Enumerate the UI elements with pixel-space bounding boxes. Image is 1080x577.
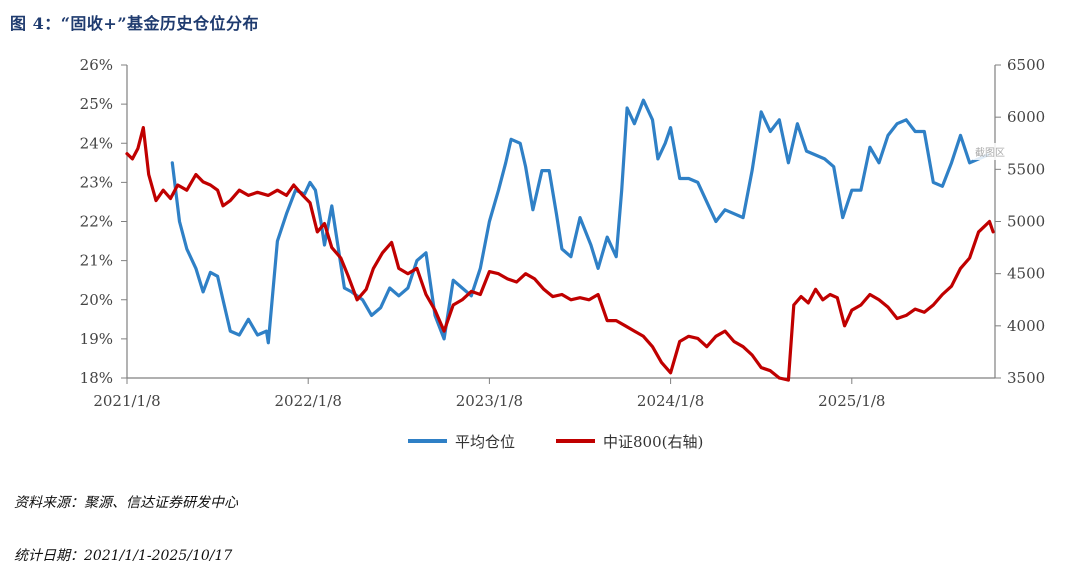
- y-left-tick-label: 23%: [80, 173, 113, 191]
- legend-label-avg-position: 平均仓位: [455, 433, 515, 451]
- legend-label-csi800: 中证800(右轴): [603, 433, 703, 451]
- y-right-tick-label: 5500: [1007, 160, 1045, 178]
- y-left-tick-label: 25%: [80, 95, 113, 113]
- y-left-tick-label: 19%: [80, 330, 113, 348]
- svg-text:截图区: 截图区: [975, 146, 1005, 159]
- series-layer: [125, 98, 995, 382]
- x-tick-label: 2025/1/8: [818, 392, 885, 410]
- y-left-tick-label: 21%: [80, 252, 113, 270]
- y-left-tick-label: 22%: [80, 213, 113, 231]
- x-tick-label: 2022/1/8: [275, 392, 342, 410]
- watermark: 截图区: [973, 143, 1007, 160]
- y-right-tick-label: 3500: [1007, 369, 1045, 387]
- x-ticks: 2021/1/8 2022/1/8 2023/1/8 2024/1/8 2025/1/8: [93, 378, 885, 410]
- x-tick-label: 2021/1/8: [93, 392, 160, 410]
- y-right-tick-label: 6000: [1007, 108, 1045, 126]
- y-left-tick-label: 18%: [80, 369, 113, 387]
- y-right-ticks: 3500 4000 4500 5000 5500 6000 6500: [995, 56, 1045, 387]
- y-left-tick-label: 26%: [80, 56, 113, 74]
- legend: 平均仓位 中证800(右轴): [408, 433, 703, 451]
- series-line-avg-position: [170, 98, 990, 345]
- y-right-tick-label: 4500: [1007, 265, 1045, 283]
- chart: 18% 19% 20% 21% 22% 23% 24% 25% 26% 3500 4000 4500…: [80, 56, 1046, 451]
- page-title: 图 4：“固收+”基金历史仓位分布: [10, 14, 260, 33]
- y-left-ticks: 18% 19% 20% 21% 22% 23% 24% 25% 26%: [80, 56, 127, 387]
- x-tick-label: 2024/1/8: [637, 392, 704, 410]
- y-right-tick-label: 4000: [1007, 317, 1045, 335]
- series-line-csi800: [125, 126, 995, 382]
- source-note: 资料来源：聚源、信达证券研发中心: [14, 495, 238, 511]
- y-left-tick-label: 24%: [80, 134, 113, 152]
- y-right-tick-label: 5000: [1007, 213, 1045, 231]
- x-tick-label: 2023/1/8: [456, 392, 523, 410]
- y-right-tick-label: 6500: [1007, 56, 1045, 74]
- y-left-tick-label: 20%: [80, 291, 113, 309]
- date-note: 统计日期：2021/1/1-2025/10/17: [14, 548, 233, 564]
